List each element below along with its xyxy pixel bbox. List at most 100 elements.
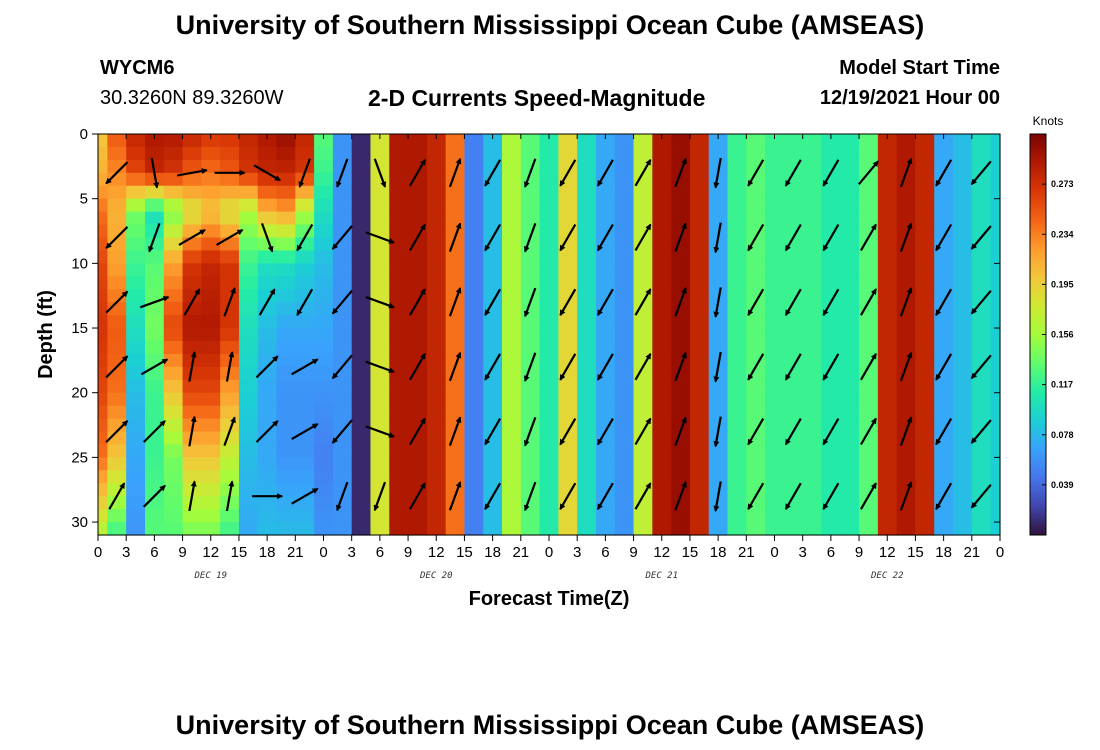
heatmap-cell [765,509,785,523]
current-vector [822,288,840,317]
heatmap-cell [708,379,729,394]
heatmap-cell [389,457,409,471]
heatmap-cell [877,444,898,458]
heatmap-cell [520,444,541,458]
x-tick-label: 15 [231,544,248,561]
current-vector [523,481,537,512]
heatmap-cell [314,185,334,200]
current-vector [559,482,577,511]
heatmap-cell [689,431,710,446]
heatmap-cell [238,444,259,458]
heatmap-cell [464,198,484,213]
current-vector [188,351,197,382]
heatmap-cell [201,289,221,303]
heatmap-cell [370,211,390,226]
heatmap-cell [98,522,108,536]
heatmap-cell [633,522,653,536]
heatmap-cell [539,211,559,226]
heatmap-cell [802,276,823,290]
heatmap-cell [821,134,841,148]
heatmap-cell [182,146,202,161]
heatmap-cell [464,276,484,290]
heatmap-cell [802,444,823,458]
x-tick-label: 6 [827,544,835,561]
x-tick-label: 9 [629,544,637,561]
heatmap-cell [502,431,522,446]
heatmap-cell [558,379,578,394]
heatmap-cell [351,172,372,187]
current-vector [253,164,281,182]
heatmap-cell [558,211,578,226]
heatmap-cell [182,470,202,484]
current-vector [105,226,129,249]
heatmap-cell [257,159,278,174]
heatmap-cell [708,211,729,226]
heatmap-cell [953,211,973,226]
heatmap-cell [595,470,616,484]
heatmap-cell [426,431,447,446]
heatmap-cell [201,185,221,200]
heatmap-cell [802,431,823,446]
heatmap-cell [276,276,296,290]
heatmap-cell [783,315,804,329]
y-tick-label: 5 [80,191,88,208]
heatmap-cell [859,185,879,200]
heatmap-cell [314,328,334,342]
heatmap-cell [746,522,766,536]
heatmap-cell [915,509,935,523]
heatmap-cell [765,522,785,536]
heatmap-cell [351,185,372,200]
heatmap-cell [483,276,503,290]
current-vector [899,481,913,511]
heatmap-cell [370,185,390,200]
heatmap-cell [765,289,785,303]
heatmap-cell [332,134,353,148]
heatmap-cell [370,405,390,420]
heatmap-cell [276,198,296,213]
heatmap-cell [98,405,108,420]
heatmap-cell [689,470,710,484]
heatmap-cell [840,366,860,381]
heatmap-cell [502,328,522,342]
heatmap-cell [276,457,296,471]
heatmap-cell [98,366,108,381]
current-vector [484,482,502,511]
heatmap-cell [953,509,973,523]
model-start-value: 12/19/2021 Hour 00 [819,87,1000,109]
heatmap-cell [539,328,559,342]
heatmap-cell [126,134,146,148]
x-tick-label: 12 [879,544,896,561]
heatmap-cell [370,392,390,407]
heatmap-cell [877,470,898,484]
heatmap-cell [727,470,747,484]
y-tick-label: 15 [71,320,88,337]
x-tick-label: 6 [601,544,609,561]
heatmap-cell [220,185,240,200]
y-tick-label: 0 [80,126,88,143]
heatmap-cell [840,185,860,200]
current-vector [860,417,877,446]
heatmap-cell [840,418,860,433]
heatmap-cell [520,340,541,355]
heatmap-cell [915,444,935,458]
heatmap-cell [502,172,522,187]
heatmap-cell [238,496,259,510]
heatmap-cell [971,263,992,277]
heatmap-cell [595,185,616,200]
heatmap-cell [614,496,635,510]
heatmap-cell [389,392,409,407]
current-vector [331,289,353,315]
heatmap-cell [238,353,259,368]
heatmap-cell [652,366,672,381]
heatmap-cell [220,134,240,148]
current-vector [935,288,953,317]
heatmap-cell [201,340,221,355]
heatmap-cell [520,315,541,329]
heatmap-cell [840,483,860,497]
heatmap-cell [971,146,992,161]
heatmap-cell [408,405,428,420]
current-vector [409,223,426,252]
heatmap-cell [953,302,973,316]
heatmap-cell [163,392,184,407]
heatmap-cell [727,340,747,355]
